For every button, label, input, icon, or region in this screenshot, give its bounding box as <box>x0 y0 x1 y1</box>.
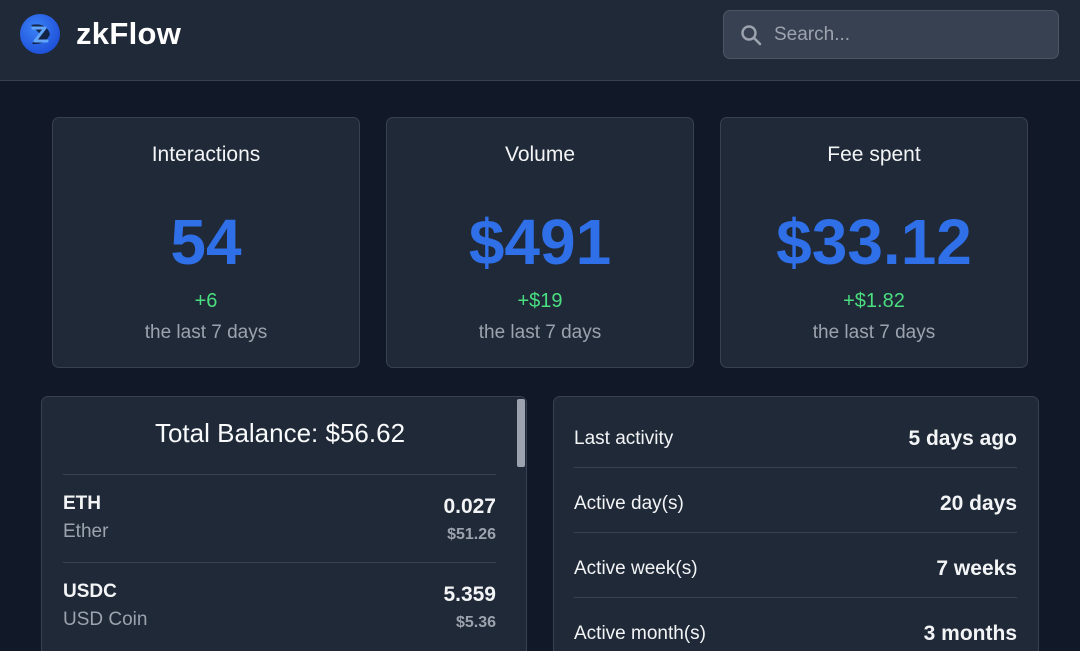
stat-title: Volume <box>504 143 576 166</box>
stat-period: the last 7 days <box>478 322 602 343</box>
token-row-eth[interactable]: ETH Ether 0.027 $51.26 <box>63 474 496 562</box>
token-row-usdc[interactable]: USDC USD Coin 5.359 $5.36 <box>63 562 496 650</box>
activity-label: Active week(s) <box>574 558 698 579</box>
stat-card-interactions: Interactions 54 +6 the last 7 days <box>52 117 360 368</box>
stat-value: 54 <box>170 206 242 278</box>
balance-card: Total Balance: $56.62 ETH Ether 0.027 $5… <box>41 396 527 651</box>
stat-title: Interactions <box>151 143 261 166</box>
token-name: Ether <box>63 521 109 542</box>
stat-card-volume: Volume $491 +$19 the last 7 days <box>386 117 694 368</box>
activity-label: Active day(s) <box>574 493 684 514</box>
total-balance-title: Total Balance: $56.62 <box>154 418 406 448</box>
activity-value: 3 months <box>923 622 1017 645</box>
activity-row-active-days: Active day(s) 20 days <box>574 468 1017 533</box>
activity-value: 20 days <box>939 492 1017 515</box>
stat-period: the last 7 days <box>144 322 268 343</box>
activity-row-active-months: Active month(s) 3 months <box>574 598 1017 651</box>
top-navbar: zkFlow <box>0 0 1080 81</box>
token-symbol: USDC <box>63 581 117 602</box>
activity-card: Last activity 5 days ago Active day(s) 2… <box>553 396 1039 651</box>
token-name: USD Coin <box>63 609 148 630</box>
token-usd-value: $5.36 <box>455 614 496 631</box>
search-box[interactable] <box>723 10 1059 59</box>
stat-card-fee-spent: Fee spent $33.12 +$1.82 the last 7 days <box>720 117 1028 368</box>
token-symbol: ETH <box>63 493 101 514</box>
activity-row-last-activity: Last activity 5 days ago <box>574 403 1017 468</box>
stat-delta: +6 <box>194 290 218 312</box>
token-amount: 0.027 <box>443 495 496 518</box>
activity-label: Last activity <box>574 428 674 449</box>
stat-delta: +$19 <box>517 290 563 312</box>
activity-label: Active month(s) <box>574 623 706 644</box>
search-input[interactable] <box>774 11 1044 58</box>
activity-value: 5 days ago <box>908 427 1017 450</box>
stat-title: Fee spent <box>827 143 921 166</box>
stat-value: $33.12 <box>776 206 972 278</box>
stat-delta: +$1.82 <box>843 290 905 312</box>
token-usd-value: $51.26 <box>447 526 496 543</box>
zkflow-logo-icon[interactable] <box>20 14 60 54</box>
stat-period: the last 7 days <box>812 322 936 343</box>
search-icon <box>741 25 762 46</box>
activity-row-active-weeks: Active week(s) 7 weeks <box>574 533 1017 598</box>
token-amount: 5.359 <box>443 583 496 606</box>
balance-scrollbar[interactable] <box>516 397 526 651</box>
activity-value: 7 weeks <box>936 557 1017 580</box>
stat-value: $491 <box>468 206 612 278</box>
scrollbar-thumb[interactable] <box>517 399 525 467</box>
app-title[interactable]: zkFlow <box>76 16 182 51</box>
